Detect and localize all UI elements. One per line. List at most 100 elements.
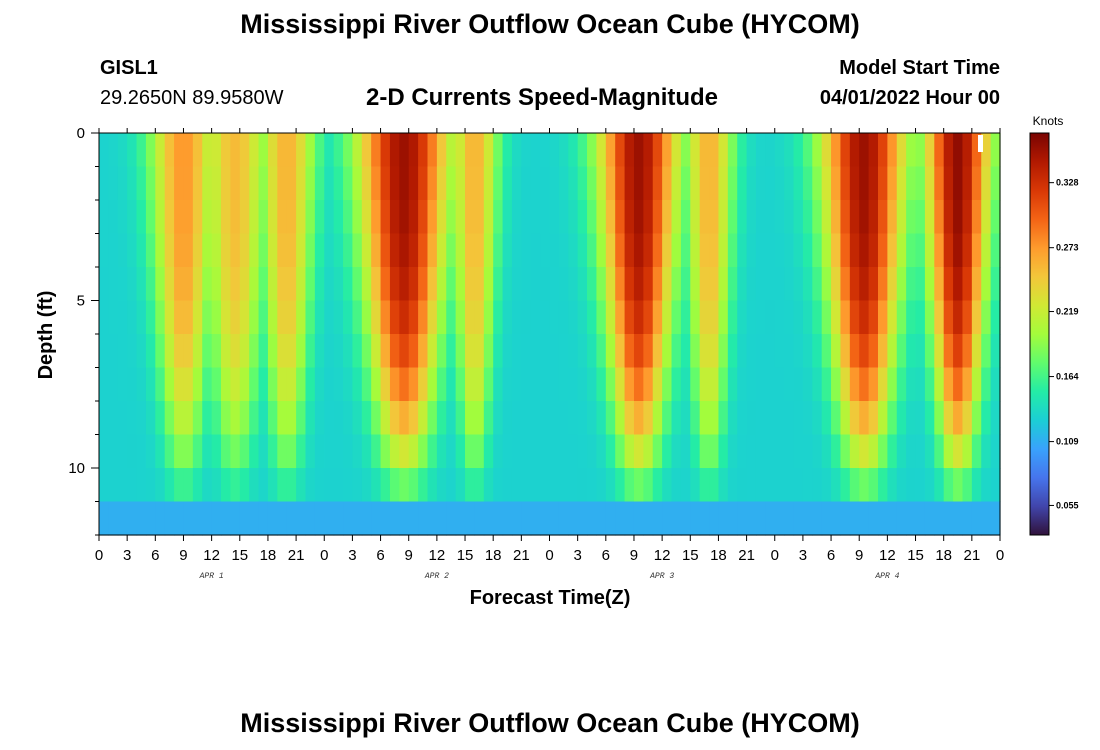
heatmap-cell [493,501,504,536]
heatmap-cell [530,133,541,168]
heatmap-cell [981,267,992,302]
heatmap-cell [324,434,335,469]
heatmap-cell [286,401,297,436]
heatmap-cell [164,468,175,503]
heatmap-cell [624,367,635,402]
heatmap-cell [680,468,691,503]
heatmap-cell [821,501,832,536]
heatmap-cell [380,501,391,536]
heatmap-cell [296,166,307,201]
heatmap-cell [136,468,147,503]
heatmap-cell [727,367,738,402]
heatmap-cell [990,401,1001,436]
heatmap-cell [296,334,307,369]
heatmap-cell [877,300,888,335]
heatmap-cell [643,166,654,201]
heatmap-cell [352,133,363,168]
heatmap-cell [230,434,241,469]
heatmap-cell [277,233,288,268]
heatmap-cell [633,468,644,503]
x-tick-label: 12 [429,547,446,564]
heatmap-cell [652,300,663,335]
heatmap-cell [849,501,860,536]
heatmap-cell [540,267,551,302]
heatmap-cell [915,133,926,168]
heatmap-cell [164,434,175,469]
heatmap-cell [596,401,607,436]
heatmap-cell [962,367,973,402]
heatmap-cell [174,300,185,335]
heatmap-cell [755,367,766,402]
heatmap-cell [249,267,260,302]
heatmap-cell [793,300,804,335]
heatmap-cell [389,401,400,436]
heatmap-cell [371,434,382,469]
heatmap-cell [784,367,795,402]
heatmap-cell [511,166,522,201]
heatmap-cell [371,501,382,536]
heatmap-cell [164,267,175,302]
heatmap-cell [183,133,194,168]
heatmap-cell [117,367,128,402]
heatmap-cell [155,166,166,201]
heatmap-cell [418,401,429,436]
heatmap-cell [427,233,438,268]
heatmap-cell [793,367,804,402]
heatmap-cell [558,401,569,436]
heatmap-cell [145,434,156,469]
heatmap-cell [568,367,579,402]
heatmap-cell [230,468,241,503]
heatmap-cell [521,166,532,201]
heatmap-cell [305,401,316,436]
heatmap-cell [774,233,785,268]
heatmap-cell [99,200,109,235]
heatmap-cell [765,200,776,235]
heatmap-cell [727,267,738,302]
heatmap-cell [192,133,203,168]
heatmap-cell [577,200,588,235]
heatmap-cell [474,468,485,503]
heatmap-cell [953,468,964,503]
heatmap-cell [474,267,485,302]
heatmap-cell [877,367,888,402]
heatmap-cell [136,200,147,235]
heatmap-cell [953,133,964,168]
heatmap-cell [605,166,616,201]
chart-subtitle: 2-D Currents Speed-Magnitude [366,84,719,111]
heatmap-cell [418,434,429,469]
heatmap-cell [465,334,476,369]
heatmap-cell [296,501,307,536]
heatmap-cell [906,133,917,168]
heatmap-cell [202,300,213,335]
heatmap-cell [267,501,278,536]
heatmap-cell [737,468,748,503]
heatmap-cell [108,401,119,436]
heatmap-cell [671,300,682,335]
heatmap-cell [408,233,419,268]
heatmap-cell [718,133,729,168]
heatmap-cell [211,367,222,402]
heatmap-cell [493,233,504,268]
heatmap-cell [906,267,917,302]
heatmap-cell [174,334,185,369]
heatmap-cell [746,300,757,335]
heatmap-cell [249,233,260,268]
day-label: APR 3 [649,572,674,581]
heatmap-cell [99,233,109,268]
heatmap-cell [230,233,241,268]
heatmap-cell [511,367,522,402]
heatmap-cell [652,367,663,402]
heatmap-cell [962,401,973,436]
heatmap-cell [183,233,194,268]
heatmap-cell [99,300,109,335]
heatmap-cell [418,267,429,302]
heatmap-cell [633,434,644,469]
day-label: APR 4 [874,572,899,581]
heatmap-cell [296,233,307,268]
heatmap-cell [671,367,682,402]
heatmap-cell [896,434,907,469]
heatmap-cell [568,334,579,369]
heatmap-cell [202,133,213,168]
heatmap-cell [380,300,391,335]
heatmap-cell [662,367,673,402]
